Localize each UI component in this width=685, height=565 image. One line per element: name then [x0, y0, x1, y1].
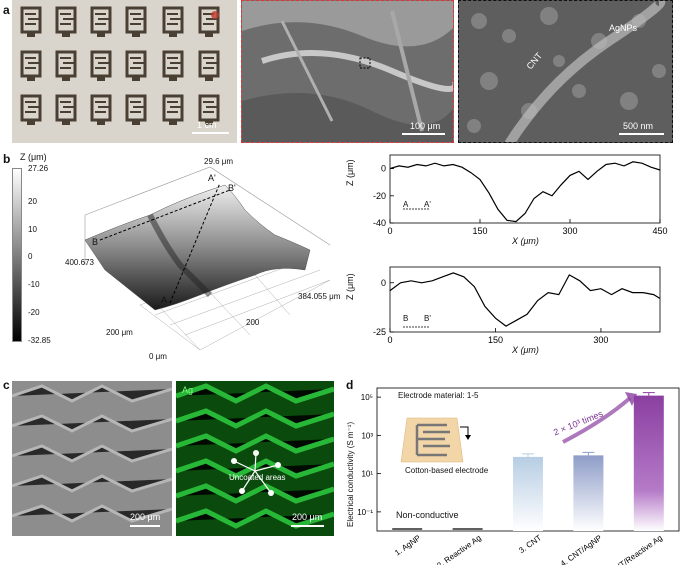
colorbar-tick: -10: [28, 280, 40, 289]
ag-eds-map: Ag Uncoated areas 200 μm: [176, 381, 334, 536]
colorbar-tick: 0: [28, 252, 33, 261]
y-tick-label: -20: [373, 191, 386, 201]
y-tick-label: 0: [381, 278, 386, 288]
category-label: 1. AgNP: [393, 533, 422, 557]
y-tick-label: 10³: [361, 431, 373, 440]
panel-label-a: a: [3, 3, 10, 17]
fabric-sem: 200 μm: [12, 381, 172, 536]
profile-bb-frame: [389, 266, 661, 333]
x-tick-label: 0: [387, 335, 392, 345]
fabric-sem-scale-label: 200 μm: [130, 512, 161, 522]
fabric-sem-texture: [12, 381, 172, 536]
bar: [573, 455, 604, 531]
category-label: 5. CNT/Reactive Ag: [601, 533, 664, 565]
agnps-label: AgNPs: [609, 23, 638, 33]
sem-low-scale-label: 100 μm: [410, 121, 441, 131]
x-tick-label: 300: [593, 335, 608, 345]
profile-bb-ylabel: Z (μm): [345, 273, 355, 300]
panel-label-c: c: [3, 378, 10, 392]
surface-right-value: 384.055 μm: [298, 292, 341, 301]
inset-arrowhead: [465, 435, 471, 440]
point-b-label: B: [92, 237, 99, 247]
colorbar-title: Z (μm): [20, 152, 47, 162]
improvement-arrow: [562, 396, 632, 444]
ag-map-scale-label: 200 μm: [292, 512, 323, 522]
panel-label-d: d: [346, 378, 354, 392]
x-tick-label: 150: [472, 226, 487, 236]
colorbar-tick: 20: [28, 197, 37, 206]
profile-bb-line: [389, 272, 661, 327]
electrode-array: [20, 6, 229, 134]
inset-electrode-shape: [415, 423, 450, 457]
category-label: 4. CNT/AgNP: [559, 533, 604, 565]
electrode-photo: 1 cm: [12, 0, 237, 143]
surface-origin-label: 0 μm: [149, 352, 167, 361]
point-b-prime-label: B': [228, 183, 236, 193]
point-a-prime-label: A': [208, 173, 216, 183]
photo-scale-label: 1 cm: [197, 120, 217, 130]
bar: [513, 456, 543, 531]
profile-bb-legend-end: B': [424, 314, 431, 323]
point-a-label: A: [161, 295, 168, 305]
colorbar-tick: 27.26: [28, 164, 49, 173]
category-label: 2. Reactive Ag: [435, 533, 482, 565]
category-label: 3. CNT: [517, 533, 543, 555]
inset-title: Electrode material: 1-5: [398, 391, 479, 400]
panel-label-b: b: [3, 152, 11, 166]
ag-element-label: Ag: [182, 385, 194, 395]
x-tick-label: 450: [652, 226, 667, 236]
y-tick-label: 10⁻¹: [357, 508, 373, 517]
x-tick-label: 0: [387, 226, 392, 236]
profile-aa-legend-start: A: [403, 200, 409, 209]
ag-eds-texture: [176, 381, 334, 536]
inset-arrow: [460, 426, 469, 437]
profile-aa-frame: [389, 154, 661, 224]
y-tick-label: 0: [381, 164, 386, 174]
uncoated-areas-label: Uncoated areas: [229, 473, 286, 482]
colorbar: [12, 168, 22, 342]
surface-left-value: 400.673: [65, 258, 94, 267]
profile-bb-chart: 0-250 150 300: [373, 266, 661, 345]
profile-aa-chart: 0-20-400 150 300 450: [373, 154, 668, 236]
sem-high-scale-label: 500 nm: [623, 121, 654, 131]
x-tick-label: 150: [488, 335, 503, 345]
bar: [633, 395, 664, 531]
profile-aa-xlabel: X (μm): [512, 236, 539, 246]
y-tick-label: -40: [373, 218, 386, 228]
sem-low-texture: [242, 1, 453, 142]
bar-chart-ylabel: Electrical conductivity (S m⁻¹): [346, 421, 355, 527]
sem-high-mag: CNT AgNPs 500 nm: [458, 0, 673, 143]
colorbar-tick: 10: [28, 225, 37, 234]
conductivity-bar-chart: 10⁵ 10³ 10¹ 10⁻¹ 1. AgNP 2. Reactive Ag 3. CN…: [357, 387, 680, 565]
improvement-arrowhead: [625, 392, 637, 406]
non-conductive-label: Non-conductive: [396, 510, 459, 520]
y-tick-label: 10¹: [361, 470, 373, 479]
surface-y200-label: 200 μm: [106, 328, 133, 337]
sem-low-mag: 100 μm: [241, 0, 454, 143]
profile-aa-legend-end: A': [424, 200, 431, 209]
profile-aa-line: [389, 161, 661, 223]
sem-high-texture: [459, 1, 672, 142]
surface-x200-label: 200: [246, 318, 260, 327]
y-tick-label: -25: [373, 327, 386, 337]
colorbar-tick: -20: [28, 308, 40, 317]
profile-bb-xlabel: X (μm): [512, 345, 539, 355]
surface-plot-3d: [84, 166, 331, 351]
colorbar-tick: -32.85: [28, 336, 51, 345]
profile-aa-ylabel: Z (μm): [345, 159, 355, 186]
y-tick-label: 10⁵: [361, 393, 373, 402]
x-tick-label: 300: [562, 226, 577, 236]
profile-bb-legend-start: B: [403, 314, 409, 323]
inset-caption: Cotton-based electrode: [405, 466, 489, 475]
surface-top-value: 29.6 μm: [204, 157, 234, 166]
